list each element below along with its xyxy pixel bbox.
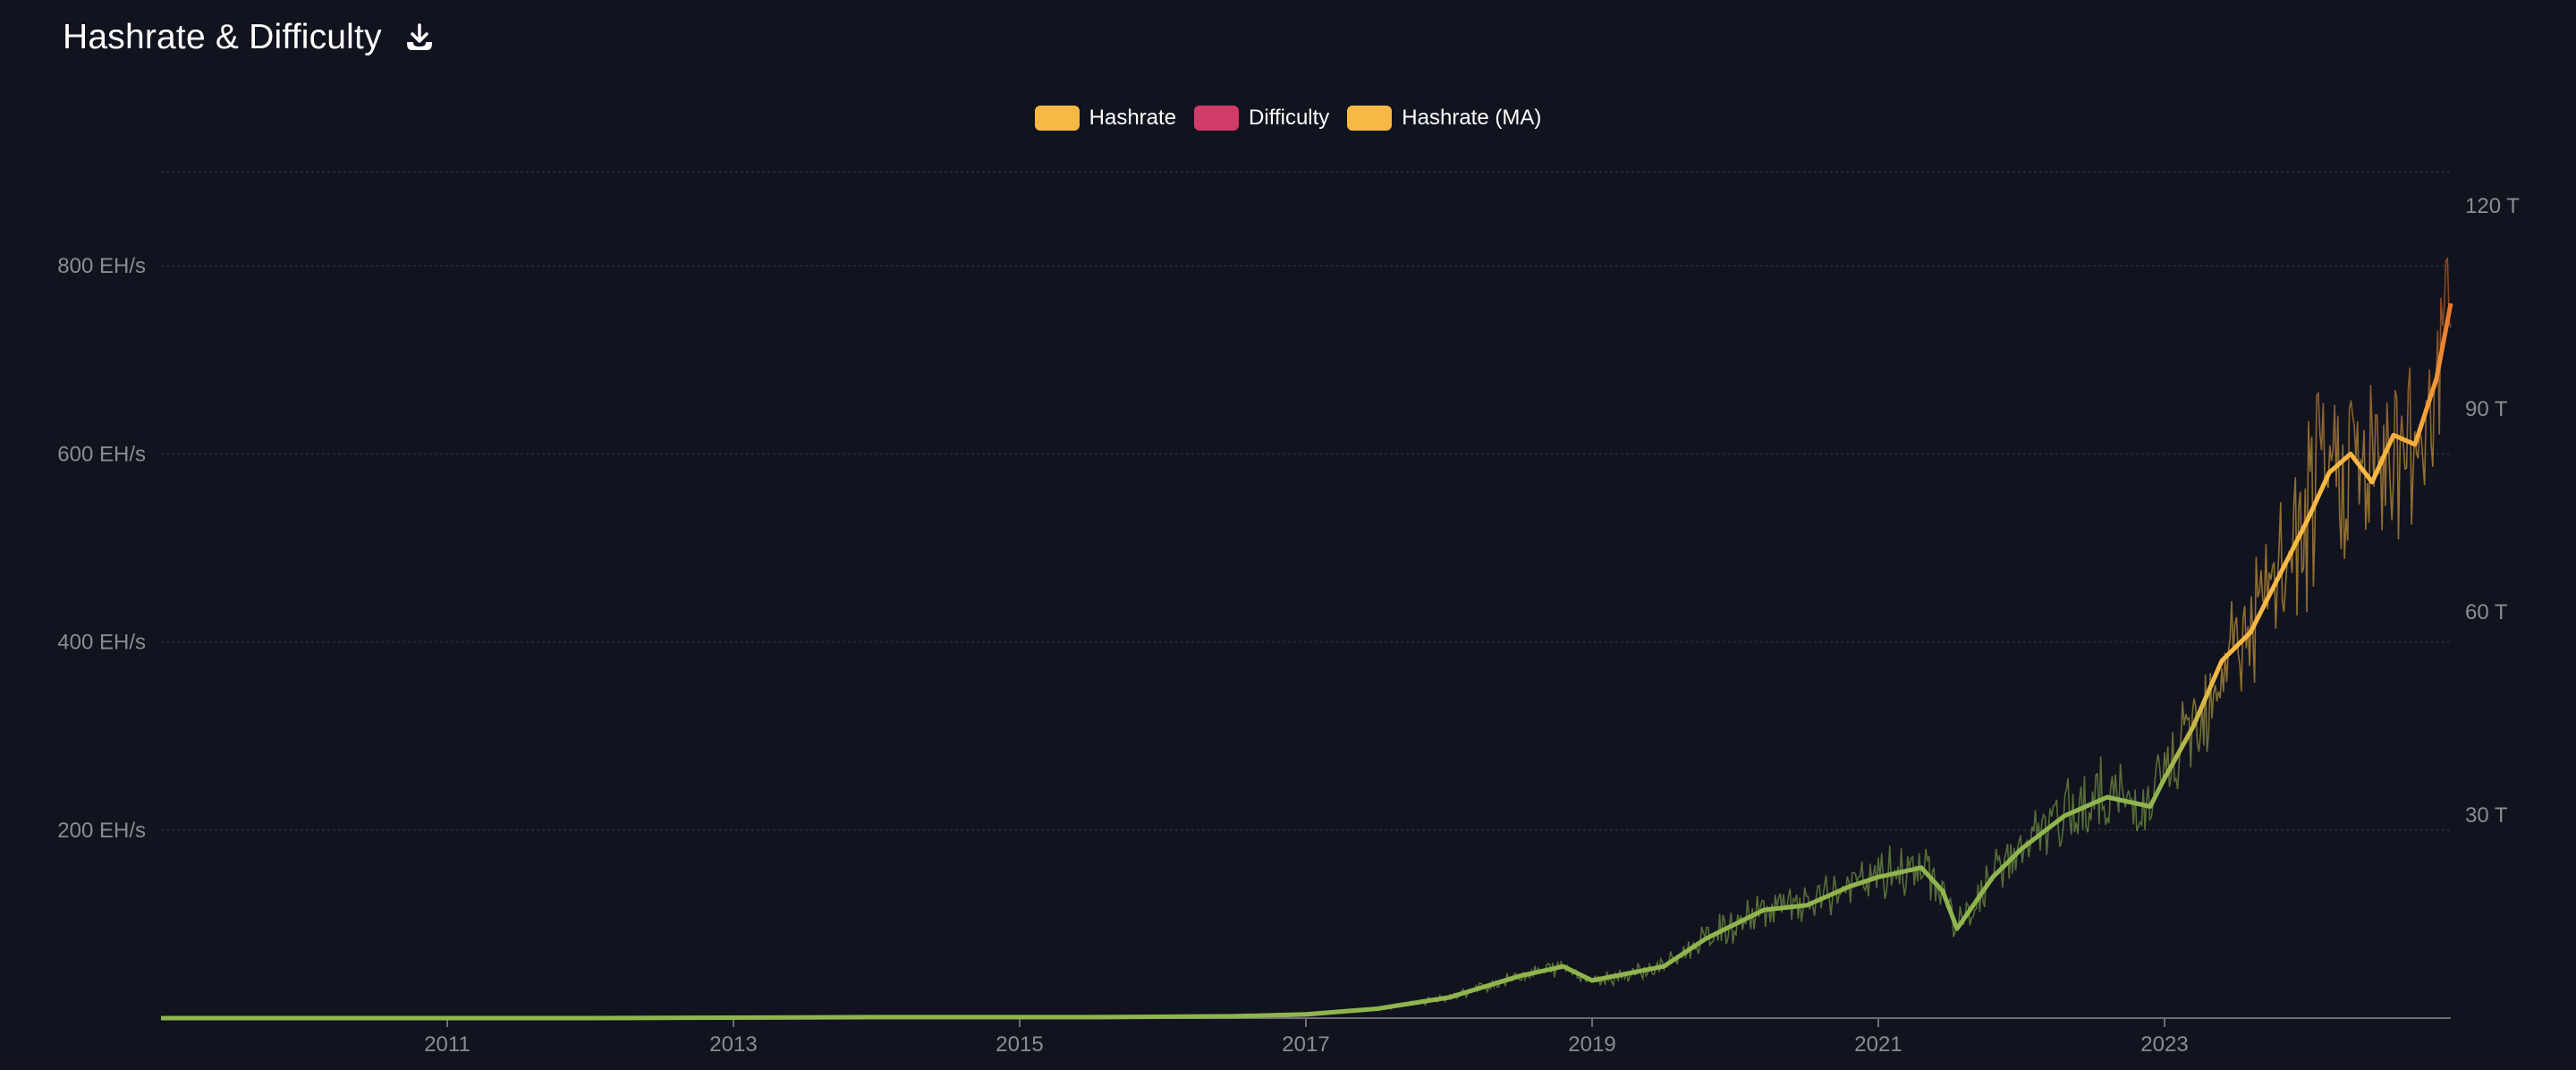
legend-item-difficulty[interactable]: Difficulty: [1194, 106, 1329, 131]
chart-header: Hashrate & Difficulty: [63, 13, 437, 63]
legend-label-difficulty: Difficulty: [1249, 106, 1330, 130]
download-icon: [406, 23, 432, 50]
y-right-tick-label: 120 T: [2465, 194, 2520, 218]
legend-item-hashrate-ma[interactable]: Hashrate (MA): [1347, 106, 1541, 131]
series-hashrate-ma-line: [161, 302, 2453, 1021]
x-tick-label: 2017: [1282, 1032, 1329, 1057]
legend-swatch-hashrate-ma: [1347, 106, 1393, 131]
x-tick-label: 2015: [996, 1032, 1043, 1057]
y-right-tick-label: 90 T: [2465, 397, 2508, 421]
legend-label-hashrate-ma: Hashrate (MA): [1402, 106, 1542, 130]
y-left-tick-label: 600 EH/s: [57, 442, 146, 466]
series-difficulty-line: [161, 303, 2453, 1021]
x-tick-label: 2019: [1568, 1032, 1615, 1057]
series-hashrate-line: [161, 256, 2452, 1019]
y-right-tick-label: 60 T: [2465, 600, 2508, 624]
chart-title: Hashrate & Difficulty: [63, 18, 382, 56]
chart-legend: Hashrate Difficulty Hashrate (MA): [0, 106, 2576, 131]
x-tick-label: 2011: [424, 1032, 470, 1057]
download-button[interactable]: [402, 20, 437, 55]
y-right-tick-label: 30 T: [2465, 803, 2508, 828]
y-left-tick-label: 800 EH/s: [57, 254, 146, 278]
legend-swatch-hashrate: [1034, 106, 1080, 131]
x-tick-label: 2023: [2140, 1032, 2188, 1057]
x-tick-label: 2013: [709, 1032, 757, 1057]
y-left-tick-label: 400 EH/s: [57, 631, 146, 655]
legend-item-hashrate[interactable]: Hashrate: [1034, 106, 1177, 131]
legend-swatch-difficulty: [1194, 106, 1240, 131]
x-tick-label: 2021: [1854, 1032, 1902, 1057]
y-left-tick-label: 200 EH/s: [57, 819, 146, 843]
legend-label-hashrate: Hashrate: [1089, 106, 1177, 130]
